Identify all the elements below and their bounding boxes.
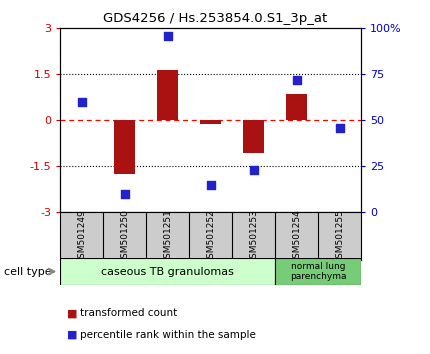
Text: transformed count: transformed count bbox=[80, 308, 177, 318]
Bar bbox=[157, 70, 178, 120]
Point bbox=[164, 33, 171, 39]
Text: ■: ■ bbox=[67, 330, 77, 339]
Text: GSM501252: GSM501252 bbox=[206, 209, 215, 264]
Text: GSM501249: GSM501249 bbox=[77, 209, 86, 264]
Text: percentile rank within the sample: percentile rank within the sample bbox=[80, 330, 255, 339]
Text: normal lung
parenchyma: normal lung parenchyma bbox=[290, 262, 347, 281]
Bar bbox=[286, 94, 307, 120]
Text: GSM501254: GSM501254 bbox=[292, 209, 301, 264]
Bar bbox=[200, 120, 221, 124]
Text: GSM501255: GSM501255 bbox=[335, 209, 344, 264]
Bar bbox=[114, 120, 135, 174]
Text: ■: ■ bbox=[67, 308, 77, 318]
Text: GSM501253: GSM501253 bbox=[249, 209, 258, 264]
Point bbox=[293, 77, 300, 83]
Text: caseous TB granulomas: caseous TB granulomas bbox=[101, 267, 234, 277]
Bar bbox=[275, 258, 361, 285]
Bar bbox=[243, 120, 264, 153]
Text: GSM501250: GSM501250 bbox=[120, 209, 129, 264]
Point bbox=[250, 167, 257, 173]
Text: cell type: cell type bbox=[4, 267, 52, 276]
Text: GSM501251: GSM501251 bbox=[163, 209, 172, 264]
Point bbox=[336, 125, 343, 131]
Point bbox=[121, 191, 128, 197]
Text: GDS4256 / Hs.253854.0.S1_3p_at: GDS4256 / Hs.253854.0.S1_3p_at bbox=[103, 12, 327, 25]
Point bbox=[207, 182, 214, 188]
Point bbox=[78, 99, 85, 105]
Bar bbox=[60, 258, 275, 285]
